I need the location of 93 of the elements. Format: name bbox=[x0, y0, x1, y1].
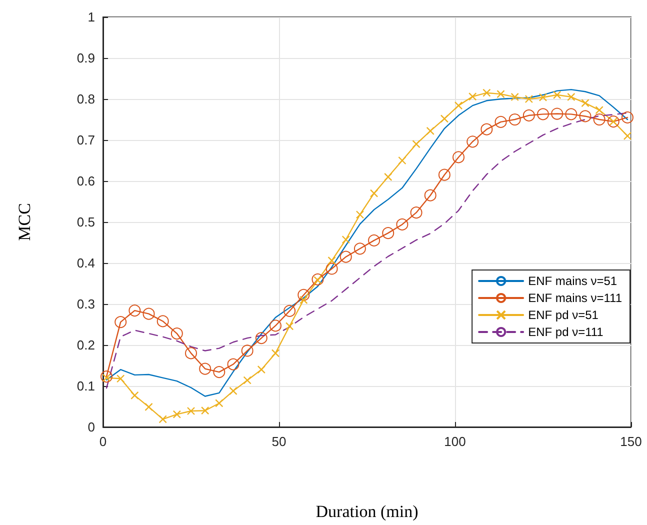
point bbox=[285, 322, 294, 330]
point bbox=[396, 218, 408, 230]
point bbox=[328, 256, 336, 265]
x-tick-label: 50 bbox=[272, 434, 286, 449]
point bbox=[567, 92, 576, 102]
point bbox=[538, 93, 548, 102]
point bbox=[199, 362, 212, 375]
x-tick-label: 150 bbox=[620, 434, 642, 449]
point bbox=[412, 140, 420, 148]
point bbox=[255, 332, 268, 344]
point bbox=[593, 114, 606, 126]
point bbox=[326, 262, 338, 275]
point bbox=[454, 101, 463, 110]
point bbox=[384, 172, 392, 181]
point bbox=[227, 358, 240, 370]
point bbox=[524, 94, 534, 104]
point bbox=[172, 410, 182, 418]
point bbox=[382, 227, 394, 240]
point bbox=[552, 90, 562, 99]
x-tick-label: 100 bbox=[444, 434, 466, 449]
point bbox=[170, 328, 183, 340]
point bbox=[144, 402, 153, 412]
point bbox=[424, 189, 436, 202]
y-tick-label: 0 bbox=[88, 420, 95, 434]
point bbox=[114, 316, 127, 328]
point bbox=[269, 320, 282, 332]
point bbox=[128, 304, 141, 317]
y-tick-label: 1 bbox=[88, 10, 95, 24]
point bbox=[354, 242, 366, 255]
point bbox=[370, 189, 378, 198]
point bbox=[130, 391, 139, 400]
point bbox=[510, 92, 519, 102]
point bbox=[482, 88, 491, 97]
point bbox=[398, 156, 406, 165]
point bbox=[116, 374, 125, 383]
y-tick-label: 0.9 bbox=[76, 50, 95, 66]
point bbox=[340, 250, 352, 263]
point bbox=[440, 114, 449, 123]
point bbox=[551, 108, 564, 120]
point bbox=[452, 151, 465, 164]
point bbox=[623, 132, 632, 140]
point bbox=[522, 109, 535, 122]
y-tick-label: 0.8 bbox=[76, 92, 95, 106]
point bbox=[480, 123, 493, 136]
point bbox=[579, 110, 592, 122]
y-tick-label: 0.1 bbox=[76, 378, 95, 394]
legend-label: ENF pd ν=51 bbox=[528, 308, 599, 322]
x-tick-label: 0 bbox=[99, 434, 107, 449]
point bbox=[466, 136, 479, 148]
point bbox=[185, 347, 197, 360]
point bbox=[229, 386, 238, 396]
point bbox=[300, 296, 308, 304]
point bbox=[200, 406, 210, 415]
y-tick-label: 0.7 bbox=[76, 132, 95, 148]
point bbox=[241, 344, 254, 357]
point bbox=[158, 415, 167, 424]
point bbox=[213, 366, 226, 378]
point bbox=[284, 304, 296, 317]
point bbox=[468, 92, 477, 101]
y-tick-label: 0.4 bbox=[76, 256, 95, 270]
point bbox=[100, 370, 113, 383]
legend-label: ENF mains ν=111 bbox=[528, 291, 622, 305]
point bbox=[156, 315, 169, 328]
y-tick-label: 0.3 bbox=[76, 296, 95, 312]
y-axis-title: MCC bbox=[15, 203, 34, 241]
y-tick-label: 0.6 bbox=[76, 174, 95, 188]
point bbox=[215, 399, 224, 408]
point bbox=[257, 366, 266, 374]
point bbox=[142, 308, 155, 320]
point bbox=[356, 210, 364, 219]
point bbox=[438, 168, 450, 181]
point bbox=[581, 99, 590, 108]
legend-label: ENF pd ν=111 bbox=[528, 325, 604, 339]
point bbox=[426, 126, 434, 136]
point bbox=[508, 114, 521, 126]
point bbox=[496, 90, 505, 98]
point bbox=[537, 108, 549, 120]
x-axis-title: Duration (min) bbox=[316, 502, 418, 521]
point bbox=[298, 288, 310, 301]
point bbox=[271, 349, 280, 358]
point bbox=[186, 406, 196, 416]
y-tick-label: 0.2 bbox=[76, 338, 95, 352]
point bbox=[595, 106, 604, 114]
point bbox=[565, 108, 578, 120]
point bbox=[621, 111, 634, 124]
point bbox=[312, 273, 324, 286]
legend-label: ENF mains ν=51 bbox=[528, 274, 618, 288]
point bbox=[243, 376, 252, 384]
y-tick-label: 0.5 bbox=[76, 214, 95, 230]
point bbox=[494, 116, 507, 128]
point bbox=[368, 234, 380, 246]
point bbox=[410, 206, 422, 219]
point bbox=[342, 236, 350, 244]
